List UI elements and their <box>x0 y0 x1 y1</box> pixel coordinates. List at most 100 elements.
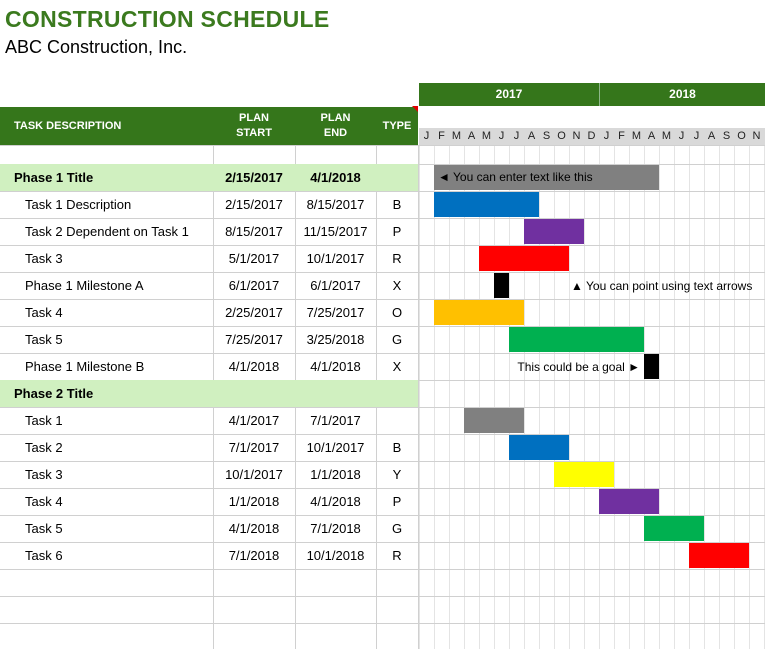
gantt-bar[interactable] <box>524 219 584 244</box>
gantt-bar[interactable] <box>599 489 659 514</box>
plan-end-cell[interactable]: 10/1/2017 <box>306 251 365 266</box>
type-cell[interactable]: X <box>392 359 402 374</box>
plan-start-cell[interactable]: 1/1/2018 <box>228 494 280 509</box>
column-header-plan-start[interactable]: PLAN START <box>236 112 272 139</box>
task-description-cell[interactable]: Task 2 Dependent on Task 1 <box>25 224 189 239</box>
task-description-cell[interactable]: Task 3 <box>25 251 63 266</box>
task-row[interactable]: Task 6 7/1/2018 10/1/2018 R <box>0 542 418 569</box>
task-description-cell[interactable]: Task 4 <box>25 305 63 320</box>
type-cell[interactable] <box>376 164 418 191</box>
gantt-bar[interactable] <box>644 516 704 541</box>
plan-end-cell[interactable]: 7/25/2017 <box>306 305 365 320</box>
task-row[interactable]: Task 3 5/1/2017 10/1/2017 R <box>0 245 418 272</box>
plan-start-cell[interactable]: 10/1/2017 <box>225 467 283 482</box>
task-row[interactable]: Task 2 Dependent on Task 1 8/15/2017 11/15… <box>0 218 418 245</box>
gantt-bar[interactable] <box>479 246 569 271</box>
plan-end-cell[interactable]: 6/1/2017 <box>310 278 361 293</box>
gantt-bar[interactable] <box>434 300 524 325</box>
plan-start-cell[interactable]: 8/15/2017 <box>225 224 283 239</box>
type-cell[interactable] <box>376 380 418 407</box>
task-description-cell[interactable]: Task 1 Description <box>25 197 132 212</box>
task-description-cell[interactable]: Phase 2 Title <box>14 386 94 401</box>
plan-end-cell[interactable]: 3/25/2018 <box>306 332 365 347</box>
plan-start-cell[interactable]: 5/1/2017 <box>228 251 280 266</box>
type-cell[interactable]: B <box>392 197 402 212</box>
task-description-cell[interactable]: Task 5 <box>25 332 63 347</box>
plan-start-cell[interactable]: 2/15/2017 <box>225 170 283 185</box>
gantt-bar[interactable] <box>509 327 644 352</box>
type-cell[interactable] <box>376 407 418 434</box>
month-gridline <box>434 145 435 649</box>
task-row[interactable]: Phase 1 Milestone A 6/1/2017 6/1/2017 X <box>0 272 418 299</box>
type-cell[interactable]: X <box>392 278 402 293</box>
type-cell[interactable]: G <box>391 521 403 536</box>
task-description-cell[interactable]: Phase 1 Milestone B <box>25 359 145 374</box>
task-row[interactable]: Phase 1 Milestone B 4/1/2018 4/1/2018 X <box>0 353 418 380</box>
gantt-bar[interactable] <box>434 192 539 217</box>
task-description-cell[interactable]: Phase 1 Title <box>14 170 94 185</box>
task-description-cell[interactable]: Task 5 <box>25 521 63 536</box>
column-header-plan-end[interactable]: PLAN END <box>320 112 351 139</box>
plan-start-cell[interactable]: 7/1/2018 <box>228 548 280 563</box>
task-description-cell[interactable]: Task 1 <box>25 413 63 428</box>
month-gridline <box>554 145 555 649</box>
task-row[interactable]: Task 4 1/1/2018 4/1/2018 P <box>0 488 418 515</box>
plan-end-cell[interactable]: 8/15/2017 <box>306 197 365 212</box>
task-description-cell[interactable]: Task 3 <box>25 467 63 482</box>
month-label: J <box>423 130 430 142</box>
month-gridline <box>599 145 600 649</box>
task-description-cell[interactable]: Task 2 <box>25 440 63 455</box>
plan-end-cell[interactable] <box>295 380 376 407</box>
plan-end-cell[interactable]: 10/1/2018 <box>306 548 365 563</box>
task-row[interactable]: Task 1 4/1/2017 7/1/2017 <box>0 407 418 434</box>
plan-start-cell[interactable]: 6/1/2017 <box>228 278 280 293</box>
phase-row[interactable]: Phase 2 Title <box>0 380 418 407</box>
plan-start-cell[interactable]: 4/1/2018 <box>228 521 280 536</box>
gantt-bar[interactable] <box>554 462 614 487</box>
row-divider <box>0 596 765 597</box>
plan-end-cell[interactable]: 10/1/2017 <box>306 440 365 455</box>
type-cell[interactable]: Y <box>392 467 402 482</box>
plan-end-cell[interactable]: 4/1/2018 <box>310 359 361 374</box>
gantt-bar[interactable] <box>689 543 749 568</box>
task-description-cell[interactable]: Phase 1 Milestone A <box>25 278 144 293</box>
plan-start-cell[interactable]: 7/25/2017 <box>225 332 283 347</box>
type-cell[interactable]: B <box>392 440 402 455</box>
plan-end-cell[interactable]: 7/1/2017 <box>310 413 361 428</box>
column-header-task[interactable]: TASK DESCRIPTION <box>14 119 122 132</box>
gantt-bar[interactable]: ◄ You can enter text like this <box>434 165 659 190</box>
plan-start-cell[interactable]: 4/1/2017 <box>228 413 280 428</box>
plan-start-cell[interactable]: 7/1/2017 <box>228 440 280 455</box>
plan-start-cell[interactable]: 4/1/2018 <box>228 359 280 374</box>
plan-end-cell[interactable]: 4/1/2018 <box>310 170 361 185</box>
task-description-cell[interactable]: Task 4 <box>25 494 63 509</box>
plan-start-cell[interactable]: 2/15/2017 <box>225 197 283 212</box>
type-cell[interactable]: O <box>391 305 403 320</box>
type-cell[interactable]: R <box>392 548 402 563</box>
column-header-type[interactable]: TYPE <box>382 119 412 132</box>
task-row[interactable]: Task 1 Description 2/15/2017 8/15/2017 B <box>0 191 418 218</box>
plan-end-cell[interactable]: 11/15/2017 <box>303 224 368 239</box>
phase-row[interactable]: Phase 1 Title 2/15/2017 4/1/2018 <box>0 164 418 191</box>
task-row[interactable]: Task 5 4/1/2018 7/1/2018 G <box>0 515 418 542</box>
plan-end-cell[interactable]: 7/1/2018 <box>310 521 361 536</box>
plan-start-cell[interactable] <box>213 380 295 407</box>
task-row[interactable]: Task 3 10/1/2017 1/1/2018 Y <box>0 461 418 488</box>
type-cell[interactable]: R <box>392 251 402 266</box>
plan-end-cell[interactable]: 4/1/2018 <box>310 494 361 509</box>
gantt-bar[interactable] <box>464 408 524 433</box>
type-cell[interactable]: P <box>392 494 402 509</box>
task-row[interactable]: Task 2 7/1/2017 10/1/2017 B <box>0 434 418 461</box>
month-label: F <box>438 130 445 142</box>
task-description-cell[interactable]: Task 6 <box>25 548 63 563</box>
gantt-bar[interactable] <box>644 354 659 379</box>
task-row[interactable]: Task 4 2/25/2017 7/25/2017 O <box>0 299 418 326</box>
task-row[interactable]: Task 5 7/25/2017 3/25/2018 G <box>0 326 418 353</box>
gantt-bar[interactable] <box>509 435 569 460</box>
type-cell[interactable]: P <box>392 224 402 239</box>
gantt-bar[interactable] <box>494 273 509 298</box>
plan-end-cell[interactable]: 1/1/2018 <box>310 467 361 482</box>
plan-start-cell[interactable]: 2/25/2017 <box>225 305 283 320</box>
type-cell[interactable]: G <box>391 332 403 347</box>
comment-indicator[interactable] <box>412 106 418 112</box>
